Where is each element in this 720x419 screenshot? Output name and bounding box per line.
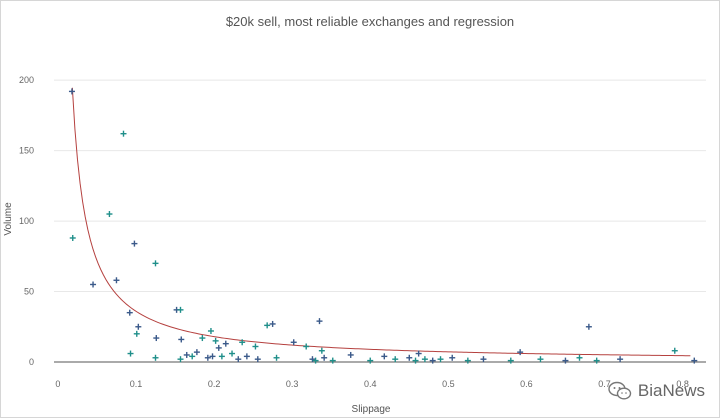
data-point [303, 343, 310, 350]
x-tick-label: 0.1 [130, 379, 143, 389]
data-point [135, 323, 142, 330]
data-point [177, 306, 184, 313]
watermark-text: BiaNews [637, 381, 705, 400]
y-tick-label: 50 [24, 287, 34, 297]
data-point [421, 356, 428, 363]
data-point [562, 357, 569, 364]
data-point [429, 357, 436, 364]
y-axis-ticks: 0 50 100 150 200 [19, 75, 34, 367]
data-point [412, 357, 419, 364]
data-point [617, 356, 624, 363]
data-point [480, 356, 487, 363]
data-point [329, 357, 336, 364]
data-point [392, 356, 399, 363]
data-point [290, 339, 297, 346]
data-point [126, 309, 133, 316]
wechat-icon [608, 381, 632, 400]
x-tick-label: 0.8 [676, 379, 689, 389]
data-point [239, 339, 246, 346]
data-point [321, 354, 328, 361]
data-point [229, 350, 236, 357]
data-point [207, 327, 214, 334]
data-point [178, 336, 185, 343]
x-tick-label: 0.4 [364, 379, 377, 389]
data-point [347, 351, 354, 358]
data-point [593, 357, 600, 364]
data-point [68, 88, 75, 95]
data-point [183, 351, 190, 358]
data-point [316, 318, 323, 325]
x-tick-label: 0.5 [442, 379, 455, 389]
data-point [106, 211, 113, 218]
data-point [90, 281, 97, 288]
chart-title: $20k sell, most reliable exchanges and r… [226, 14, 514, 29]
data-point [177, 356, 184, 363]
data-point [113, 277, 120, 284]
data-point [127, 350, 134, 357]
x-axis-label: Slippage [352, 404, 391, 415]
x-tick-label: 0.7 [598, 379, 611, 389]
data-point [576, 354, 583, 361]
data-point [133, 330, 140, 337]
y-tick-label: 150 [19, 146, 34, 156]
data-point [507, 357, 514, 364]
data-point [406, 354, 413, 361]
watermark: BiaNews [608, 381, 705, 401]
x-tick-label: 0.2 [208, 379, 221, 389]
data-point [120, 130, 127, 137]
data-point [312, 357, 319, 364]
data-point [254, 356, 261, 363]
data-point [318, 347, 325, 354]
data-point [199, 335, 206, 342]
data-point [209, 353, 216, 360]
data-points [68, 88, 698, 364]
data-point [131, 240, 138, 247]
data-point [381, 353, 388, 360]
data-point [691, 357, 698, 364]
data-point [273, 354, 280, 361]
data-point [367, 357, 374, 364]
data-point [309, 356, 316, 363]
x-tick-label: 0 [55, 379, 60, 389]
data-point [415, 350, 422, 357]
data-point [671, 347, 678, 354]
data-point [517, 349, 524, 356]
x-tick-label: 0.6 [520, 379, 533, 389]
data-point [69, 234, 76, 241]
y-axis-label: Volume [3, 202, 14, 236]
gridlines [54, 79, 706, 293]
data-point [152, 354, 159, 361]
data-point [269, 320, 276, 327]
data-point [437, 356, 444, 363]
data-point [464, 357, 471, 364]
data-point [243, 353, 250, 360]
data-point [218, 353, 225, 360]
data-point [264, 322, 271, 329]
x-tick-label: 0.3 [286, 379, 299, 389]
data-point [215, 344, 222, 351]
data-point [252, 343, 259, 350]
data-point [212, 337, 219, 344]
data-point [235, 356, 242, 363]
data-point [189, 353, 196, 360]
data-point [585, 323, 592, 330]
data-point [204, 354, 211, 361]
y-tick-label: 0 [29, 357, 34, 367]
x-axis-ticks: 0 0.1 0.2 0.3 0.4 0.5 0.6 0.7 0.8 [55, 379, 688, 389]
data-point [193, 349, 200, 356]
data-point [449, 354, 456, 361]
y-tick-label: 200 [19, 75, 34, 85]
data-point [537, 356, 544, 363]
data-point [152, 260, 159, 267]
y-tick-label: 100 [19, 216, 34, 226]
regression-line [71, 87, 691, 357]
data-point [222, 340, 229, 347]
data-point [153, 335, 160, 342]
